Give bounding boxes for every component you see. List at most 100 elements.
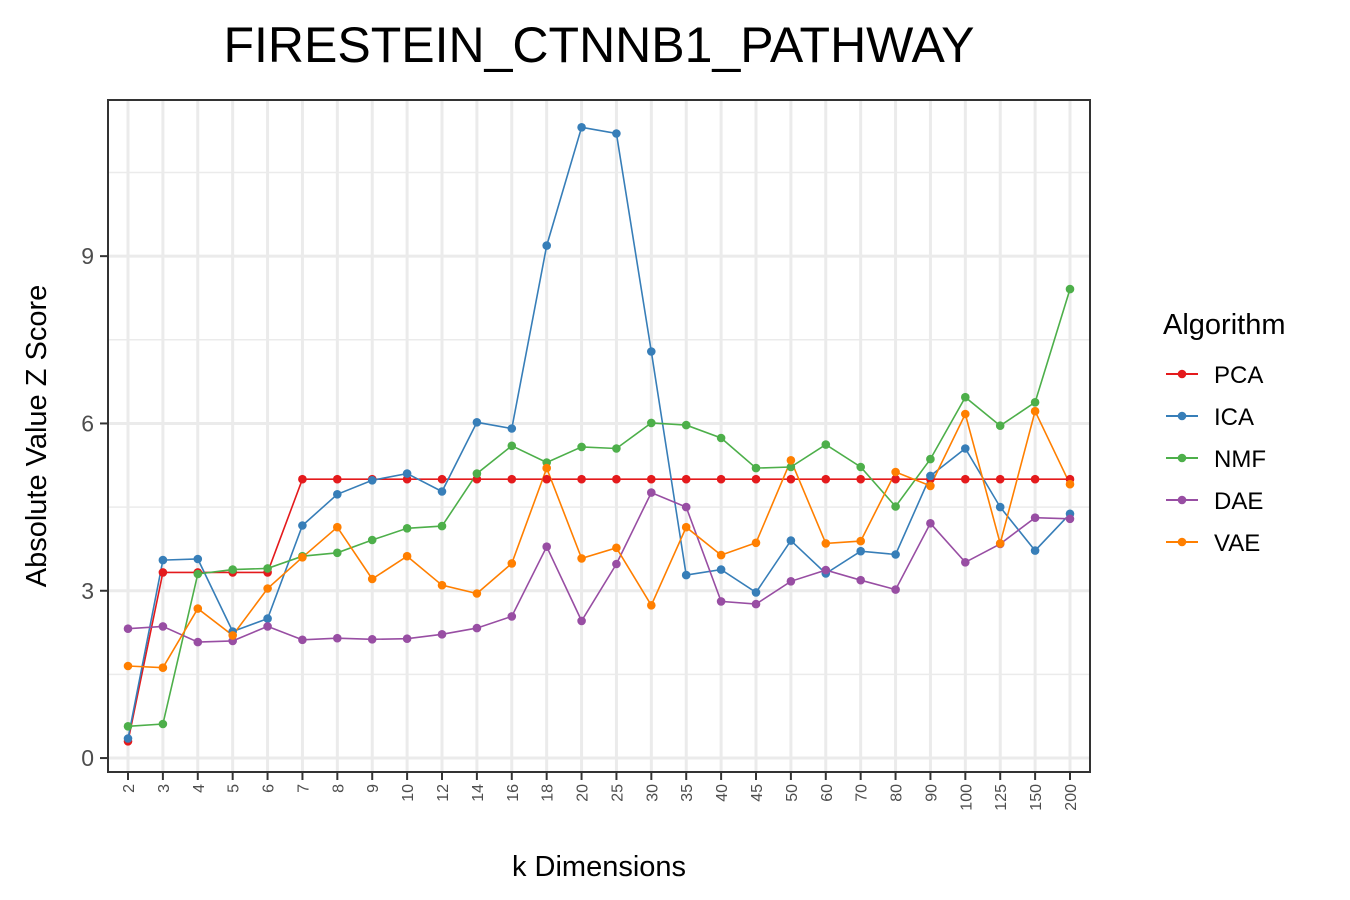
data-point-vae <box>1065 479 1075 489</box>
data-point-pca <box>647 474 656 484</box>
data-point-vae <box>402 551 412 561</box>
data-point-dae <box>333 633 342 643</box>
data-point-ica <box>437 487 447 496</box>
data-point-pca <box>437 474 447 484</box>
plot-panel-border <box>107 99 1091 773</box>
data-point-dae <box>263 622 272 631</box>
series-line-vae <box>127 408 1071 669</box>
legend-key-point <box>1177 369 1187 379</box>
data-point-ica <box>402 469 412 478</box>
data-point-nmf <box>367 535 377 545</box>
data-point-nmf <box>577 442 586 452</box>
gridlines <box>108 100 1090 772</box>
data-point-dae <box>577 616 586 626</box>
data-point-ica <box>507 424 517 433</box>
data-point-ica <box>193 554 203 564</box>
y-axis-label: Absolute Value Z Score <box>21 285 53 588</box>
data-point-dae <box>821 565 831 575</box>
data-point-ica <box>472 418 482 427</box>
data-point-nmf <box>612 444 621 453</box>
x-tick-label: 2 <box>121 784 138 793</box>
data-point-vae <box>681 522 691 532</box>
x-tick-label: 5 <box>226 784 243 793</box>
data-point-pca <box>891 474 900 484</box>
data-point-nmf <box>1065 284 1075 294</box>
data-point-vae <box>995 539 1005 548</box>
x-tick-label: 16 <box>505 784 522 802</box>
x-tick-label: 6 <box>261 784 278 793</box>
legend-items: PCA ICA NMF DAE VAE <box>1166 362 1266 557</box>
data-point-nmf <box>961 392 970 402</box>
y-tick-label: 6 <box>81 410 94 436</box>
data-point-vae <box>542 463 551 473</box>
data-point-ica <box>577 123 586 132</box>
data-point-nmf <box>507 441 517 451</box>
x-tick-label: 8 <box>330 784 347 793</box>
data-point-vae <box>961 409 970 419</box>
data-point-nmf <box>228 565 237 574</box>
chart-title: FIRESTEIN_CTNNB1_PATHWAY <box>223 17 974 73</box>
data-point-vae <box>263 584 272 593</box>
data-point-vae <box>158 663 168 672</box>
data-point-vae <box>716 550 726 560</box>
data-point-dae <box>681 502 691 512</box>
legend-item-ica: ICA <box>1166 404 1254 431</box>
data-point-vae <box>891 467 900 477</box>
y-tick-label: 9 <box>81 243 94 269</box>
data-point-nmf <box>1030 398 1040 407</box>
data-point-vae <box>228 631 237 640</box>
data-point-pca <box>577 474 586 484</box>
data-point-dae <box>856 575 865 585</box>
data-point-ica <box>716 565 726 574</box>
data-point-vae <box>751 538 761 548</box>
data-point-vae <box>821 539 831 548</box>
data-point-dae <box>542 542 551 551</box>
data-point-dae <box>507 612 517 621</box>
legend-title: Algorithm <box>1163 309 1286 341</box>
data-point-nmf <box>856 462 865 472</box>
legend-label: PCA <box>1214 362 1263 389</box>
data-point-dae <box>123 624 133 633</box>
x-axis-label: k Dimensions <box>512 851 686 883</box>
data-point-dae <box>402 634 412 643</box>
data-point-dae <box>961 558 970 567</box>
legend: Algorithm PCA ICA NMF DAE VAE <box>1163 309 1286 557</box>
x-tick-label: 70 <box>854 784 871 802</box>
data-point-pca <box>995 474 1005 484</box>
legend-key-point <box>1177 537 1187 547</box>
data-point-dae <box>193 637 203 647</box>
data-point-dae <box>158 622 168 631</box>
data-point-dae <box>1030 513 1040 522</box>
data-point-nmf <box>995 421 1005 431</box>
data-point-ica <box>751 588 761 597</box>
data-point-ica <box>123 734 133 743</box>
data-point-vae <box>647 601 656 610</box>
data-point-ica <box>961 444 970 453</box>
data-point-dae <box>612 559 621 569</box>
x-tick-label: 80 <box>889 784 906 802</box>
data-point-ica <box>786 536 796 545</box>
data-point-ica <box>995 502 1005 512</box>
x-tick-label: 125 <box>993 784 1010 811</box>
legend-item-nmf: NMF <box>1166 446 1266 473</box>
x-tick-label: 45 <box>749 784 766 802</box>
data-point-nmf <box>751 463 761 473</box>
data-point-ica <box>333 490 342 499</box>
y-axis: 0 3 6 9 <box>81 243 108 771</box>
x-tick-label: 50 <box>784 784 801 802</box>
data-point-dae <box>298 635 307 645</box>
data-point-ica <box>1030 546 1040 555</box>
data-point-vae <box>926 481 935 491</box>
data-point-pca <box>333 474 342 484</box>
data-point-nmf <box>333 548 342 558</box>
data-point-dae <box>786 577 796 586</box>
data-point-ica <box>298 521 307 530</box>
series-lines <box>127 126 1071 742</box>
x-tick-label: 150 <box>1028 784 1045 811</box>
data-point-nmf <box>821 440 831 449</box>
data-point-nmf <box>786 462 796 472</box>
y-tick-label: 3 <box>81 578 94 604</box>
x-tick-label: 3 <box>156 784 173 793</box>
data-point-nmf <box>158 719 168 729</box>
